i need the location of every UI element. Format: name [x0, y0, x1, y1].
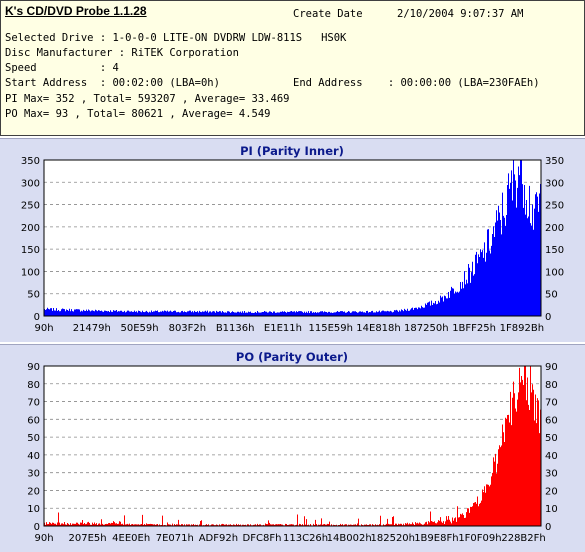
pi-chart: PI (Parity Inner) 0 0 50 50 100 100 150 150 200 20… [21, 144, 564, 334]
y-tick-label-right: 150 [545, 245, 564, 256]
plot-area [43, 159, 542, 317]
x-tick-label: 90h [34, 533, 53, 544]
x-tick-label: B1136h [216, 323, 255, 334]
selected-drive: Selected Drive : 1-0-0-0 LITE-ON DVDRW L… [5, 32, 347, 44]
y-tick-label-right: 300 [545, 178, 564, 189]
x-tick-label: 14E818h [356, 323, 400, 334]
y-tick-label-left: 50 [27, 433, 40, 444]
x-tick-label: DFC8Fh [243, 533, 282, 544]
chart-title: PI (Parity Inner) [240, 144, 344, 158]
x-tick-label: ADF92h [199, 533, 238, 544]
y-tick-label-left: 10 [27, 504, 40, 515]
x-tick-label: 7E071h [156, 533, 194, 544]
pi-summary: PI Max= 352 , Total= 593207 , Average= 3… [5, 93, 290, 105]
x-tick-label: 50E59h [121, 323, 159, 334]
y-tick-label-left: 200 [21, 223, 40, 234]
x-tick-label: 1F892Bh [500, 323, 544, 334]
y-tick-label-left: 0 [34, 522, 40, 533]
x-tick-label: 803F2h [169, 323, 207, 334]
y-tick-label-left: 300 [21, 178, 40, 189]
y-tick-label-left: 70 [27, 398, 40, 409]
po-summary: PO Max= 93 , Total= 80621 , Average= 4.5… [5, 108, 271, 120]
plot-frame [43, 159, 542, 317]
y-tick-label-left: 0 [34, 312, 40, 323]
x-tick-label: 4EE0Eh [112, 533, 150, 544]
plot-area [43, 365, 542, 527]
x-tick-label: 14B002h [327, 533, 372, 544]
y-tick-label-right: 40 [545, 451, 558, 462]
x-tick-label: 1F0F09h [458, 533, 501, 544]
x-tick-label: 113C26h [283, 533, 328, 544]
plot-frame [43, 365, 542, 527]
series-1 [44, 366, 541, 526]
y-tick-label-left: 150 [21, 245, 40, 256]
end-address: End Address : 00:00:00 (LBA=230FAEh) [293, 77, 540, 89]
y-tick-label-right: 20 [545, 486, 558, 497]
y-tick-label-right: 10 [545, 504, 558, 515]
x-tick-label: 228B2Fh [501, 533, 545, 544]
y-tick-label-right: 70 [545, 398, 558, 409]
x-tick-label: E1E11h [264, 323, 302, 334]
po-chart: PO (Parity Outer) 0 0 10 10 20 20 30 30 40 40 50 50 6… [27, 350, 558, 544]
x-tick-label: 115E59h [308, 323, 352, 334]
speed: Speed : 4 [5, 62, 119, 74]
x-tick-label: 187250h [404, 323, 449, 334]
y-tick-label-left: 100 [21, 267, 40, 278]
series-0 [44, 160, 541, 316]
x-tick-label: 1B9E8Fh [414, 533, 458, 544]
y-tick-label-right: 30 [545, 469, 558, 480]
y-tick-label-right: 350 [545, 156, 564, 167]
y-tick-label-right: 0 [545, 312, 551, 323]
start-address: Start Address : 00:02:00 (LBA=0h) [5, 77, 220, 89]
y-tick-label-left: 250 [21, 201, 40, 212]
y-tick-label-left: 60 [27, 415, 40, 426]
y-tick-label-left: 30 [27, 469, 40, 480]
x-tick-label: 207E5h [69, 533, 107, 544]
x-tick-label: 90h [34, 323, 53, 334]
create-date-value: 2/10/2004 9:07:37 AM [397, 8, 524, 20]
y-tick-label-right: 250 [545, 201, 564, 212]
y-tick-label-left: 20 [27, 486, 40, 497]
x-tick-label: 1BFF25h [452, 323, 496, 334]
y-tick-label-right: 80 [545, 380, 558, 391]
chart-title: PO (Parity Outer) [236, 350, 348, 364]
y-tick-label-left: 40 [27, 451, 40, 462]
y-tick-label-left: 350 [21, 156, 40, 167]
create-date-label: Create Date [293, 8, 363, 20]
y-tick-label-left: 90 [27, 362, 40, 373]
po-chart-panel: PO (Parity Outer) 0 0 10 10 20 20 30 30 40 40 50 50 6… [0, 344, 585, 552]
x-tick-label: 21479h [73, 323, 111, 334]
y-tick-label-left: 50 [27, 290, 40, 301]
app-title: K's CD/DVD Probe 1.1.28 [5, 4, 147, 18]
y-tick-label-right: 50 [545, 433, 558, 444]
y-tick-label-right: 90 [545, 362, 558, 373]
y-tick-label-right: 100 [545, 267, 564, 278]
y-tick-label-right: 60 [545, 415, 558, 426]
y-tick-label-right: 200 [545, 223, 564, 234]
disc-manufacturer: Disc Manufacturer : RiTEK Corporation [5, 47, 239, 59]
y-tick-label-left: 80 [27, 380, 40, 391]
pi-chart-panel: PI (Parity Inner) 0 0 50 50 100 100 150 150 200 20… [0, 138, 585, 342]
y-tick-label-right: 0 [545, 522, 551, 533]
y-tick-label-right: 50 [545, 290, 558, 301]
x-tick-label: 182520h [371, 533, 416, 544]
info-panel: K's CD/DVD Probe 1.1.28 Create Date 2/10… [0, 0, 585, 136]
